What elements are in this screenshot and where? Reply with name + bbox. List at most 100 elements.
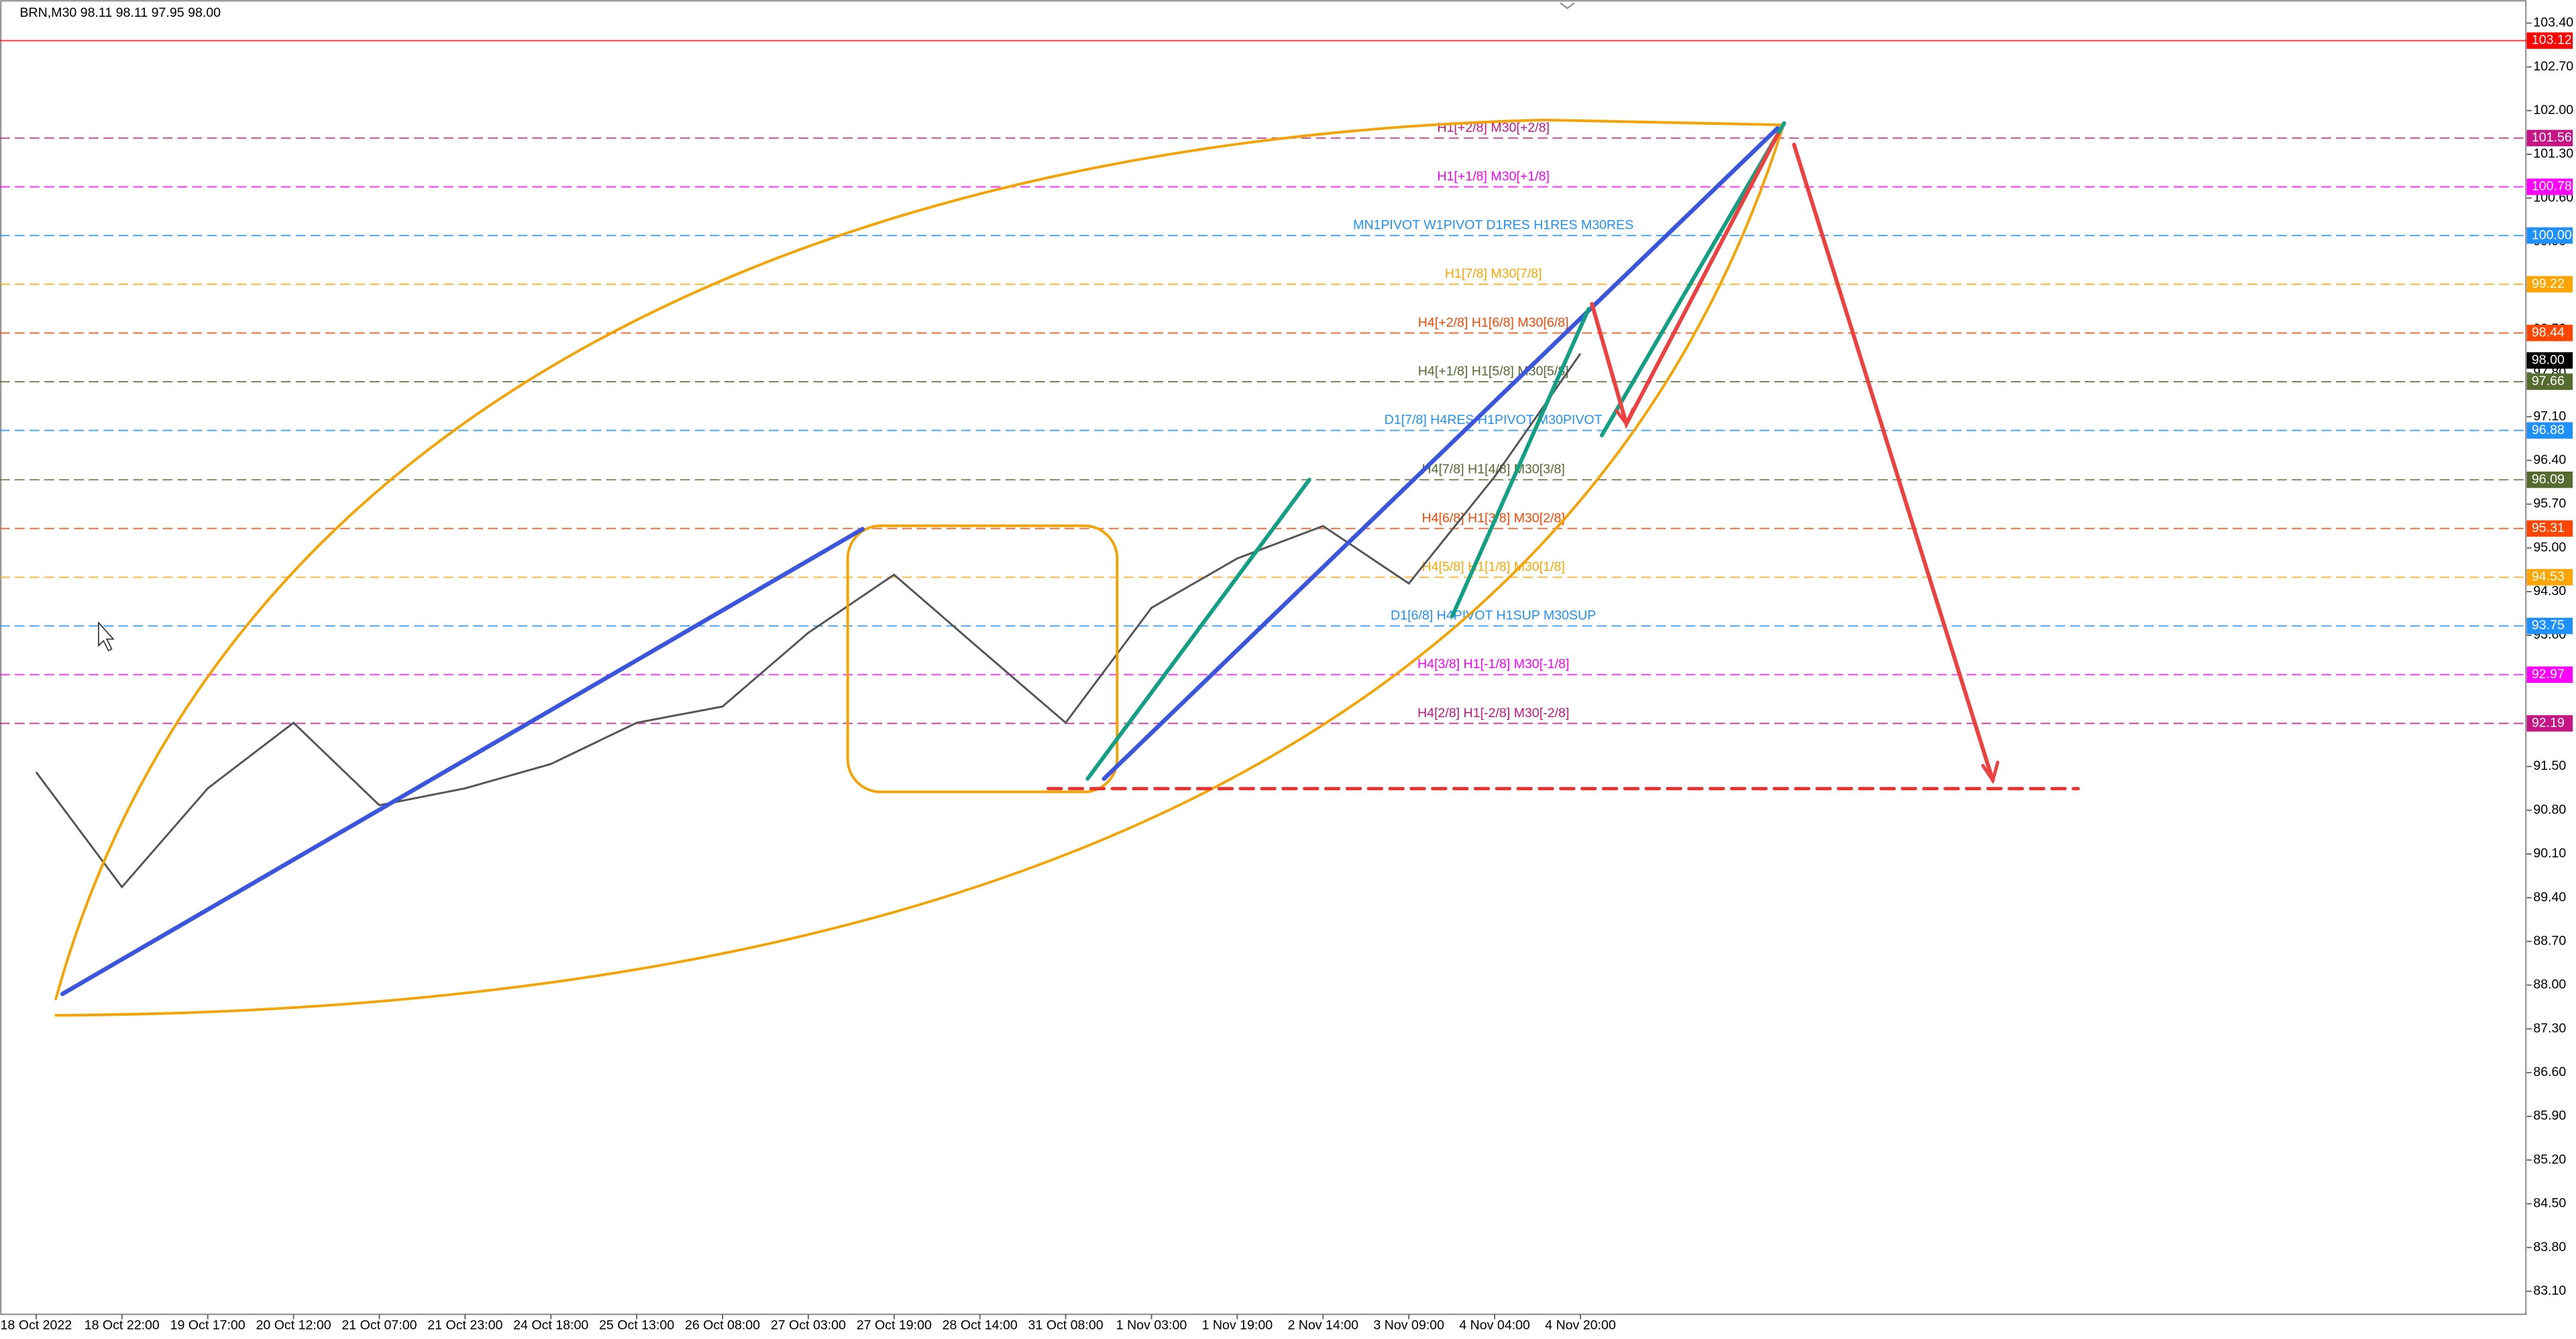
y-tick-label: 102.00 xyxy=(2533,103,2573,117)
level-label: H4[5/8] H1[1/8] M30[1/8] xyxy=(1421,559,1564,574)
price-line xyxy=(35,353,1582,889)
x-tick-label: 26 Oct 08:00 xyxy=(685,1318,760,1333)
blue-trend xyxy=(1102,125,1780,782)
price-tag xyxy=(2526,715,2573,732)
y-tick-label: 96.40 xyxy=(2533,452,2566,467)
y-tick-label: 97.10 xyxy=(2533,409,2566,423)
price-tag-label: 92.97 xyxy=(2532,667,2565,682)
price-tag-label: 101.56 xyxy=(2532,130,2572,145)
x-tick-label: 1 Nov 03:00 xyxy=(1116,1318,1187,1333)
y-tick-label: 83.10 xyxy=(2533,1283,2566,1298)
level-label: H4[+1/8] H1[5/8] M30[5/8] xyxy=(1418,364,1569,378)
level-label: D1[6/8] H4PIVOT H1SUP M30SUP xyxy=(1391,608,1596,623)
price-tag xyxy=(2526,129,2573,147)
price-tag-label: 97.66 xyxy=(2532,374,2565,388)
x-tick-label: 18 Oct 22:00 xyxy=(85,1318,160,1333)
x-tick-label: 2 Nov 14:00 xyxy=(1287,1318,1358,1333)
plot-frame xyxy=(0,0,2527,1316)
y-tick-label: 84.50 xyxy=(2533,1196,2566,1211)
x-tick-label: 3 Nov 09:00 xyxy=(1373,1318,1444,1333)
level-label: H4[3/8] H1[-1/8] M30[-1/8] xyxy=(1417,657,1569,672)
price-tag-label: 100.00 xyxy=(2532,227,2572,242)
x-tick-label: 21 Oct 07:00 xyxy=(341,1318,417,1333)
x-tick-label: 1 Nov 19:00 xyxy=(1202,1318,1273,1333)
orange-box xyxy=(846,524,1119,794)
y-tick-label: 95.00 xyxy=(2533,540,2566,555)
y-tick-label: 85.20 xyxy=(2533,1152,2566,1167)
y-tick-label: 89.40 xyxy=(2533,890,2566,904)
price-tag xyxy=(2526,352,2573,369)
x-tick-label: 24 Oct 18:00 xyxy=(513,1318,588,1333)
price-tag xyxy=(2526,227,2573,244)
chart-title: BRN,M30 98.11 98.11 97.95 98.00 xyxy=(19,5,221,20)
price-tag-label: 96.88 xyxy=(2532,423,2565,437)
price-tag xyxy=(2526,422,2573,439)
x-tick-label: 21 Oct 23:00 xyxy=(427,1318,502,1333)
x-tick-label: 31 Oct 08:00 xyxy=(1028,1318,1104,1333)
y-tick-label: 94.30 xyxy=(2533,584,2566,598)
x-tick-label: 27 Oct 19:00 xyxy=(857,1318,932,1333)
x-tick-label: 4 Nov 20:00 xyxy=(1545,1318,1616,1333)
blue-trend xyxy=(60,527,865,996)
price-tag-label: 103.12 xyxy=(2532,33,2572,48)
price-tag-label: 98.00 xyxy=(2532,352,2565,367)
arrow-head xyxy=(1615,407,1635,427)
x-tick-label: 28 Oct 14:00 xyxy=(943,1318,1018,1333)
y-tick-label: 95.70 xyxy=(2533,496,2566,511)
y-tick-label: 90.10 xyxy=(2533,846,2566,861)
level-label: MN1PIVOT W1PIVOT D1RES H1RES M30RES xyxy=(1353,218,1633,233)
price-tag xyxy=(2526,617,2573,635)
price-tag-label: 92.19 xyxy=(2532,716,2565,731)
y-tick-label: 85.90 xyxy=(2533,1108,2566,1123)
x-tick-label: 18 Oct 2022 xyxy=(1,1318,72,1333)
y-tick-label: 86.60 xyxy=(2533,1065,2566,1079)
y-tick-label: 91.50 xyxy=(2533,759,2566,773)
mouse-cursor xyxy=(98,621,115,651)
x-tick-label: 27 Oct 03:00 xyxy=(771,1318,846,1333)
price-tag xyxy=(2526,569,2573,586)
green-trend xyxy=(1599,121,1786,437)
level-label: H4[+2/8] H1[6/8] M30[6/8] xyxy=(1418,315,1569,330)
level-label: H4[2/8] H1[-2/8] M30[-2/8] xyxy=(1417,706,1569,720)
annotations xyxy=(54,2,2080,1017)
x-tick-label: 4 Nov 04:00 xyxy=(1459,1318,1530,1333)
x-tick-label: 20 Oct 12:00 xyxy=(256,1318,331,1333)
price-tag-label: 99.22 xyxy=(2532,276,2565,291)
orange-arc-top xyxy=(54,118,1784,1000)
price-tag xyxy=(2526,520,2573,537)
price-tag xyxy=(2526,325,2573,341)
y-tick-label: 87.30 xyxy=(2533,1021,2566,1036)
red-arrow xyxy=(1792,142,1995,783)
y-tick-label: 88.70 xyxy=(2533,933,2566,948)
x-tick-label: 25 Oct 13:00 xyxy=(599,1318,674,1333)
level-label: H1[7/8] M30[7/8] xyxy=(1445,266,1542,281)
y-tick-label: 103.40 xyxy=(2533,15,2573,30)
price-tag-label: 100.78 xyxy=(2532,179,2572,194)
arrow-head xyxy=(1981,760,2000,785)
price-tag xyxy=(2526,373,2573,390)
level-label: H1[+1/8] M30[+1/8] xyxy=(1437,169,1550,184)
green-trend xyxy=(1450,307,1591,619)
y-tick-label: 88.00 xyxy=(2533,977,2566,992)
y-tick-label: 90.80 xyxy=(2533,802,2566,817)
price-layer xyxy=(35,353,1582,889)
y-tick-label: 101.30 xyxy=(2533,146,2573,161)
y-tick-label: 83.80 xyxy=(2533,1240,2566,1254)
price-tag-label: 94.53 xyxy=(2532,570,2565,584)
orange-arc-bottom xyxy=(54,127,1784,1017)
axes: 103.40102.70102.00101.30100.6099.9099.20… xyxy=(1,15,2574,1333)
level-label: D1[7/8] H4RES H1PIVOT M30PIVOT xyxy=(1385,413,1603,427)
price-tag xyxy=(2526,276,2573,292)
price-tag xyxy=(2526,471,2573,488)
scroll-marker xyxy=(1560,2,1575,9)
price-tag-label: 95.31 xyxy=(2532,521,2565,535)
level-label: H4[7/8] H1[4/8] M30[3/8] xyxy=(1421,462,1564,477)
price-tag xyxy=(2526,178,2573,195)
price-tag xyxy=(2526,666,2573,683)
y-tick-label: 102.70 xyxy=(2533,59,2573,74)
green-trend xyxy=(1085,478,1311,781)
price-tag xyxy=(2526,32,2573,49)
x-tick-label: 19 Oct 17:00 xyxy=(170,1318,246,1333)
